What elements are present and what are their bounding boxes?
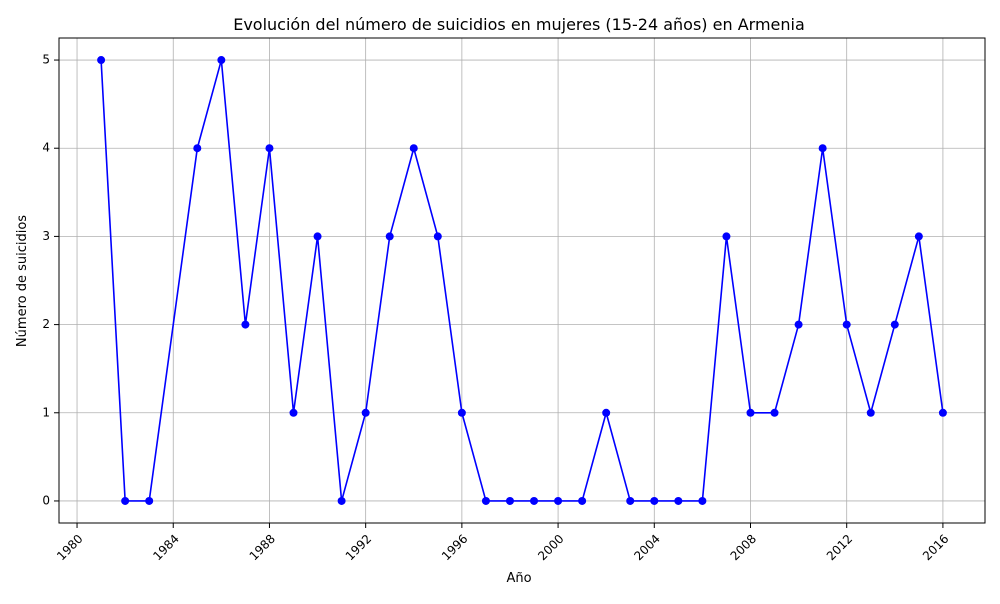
data-point (626, 496, 635, 505)
data-point (890, 320, 899, 329)
grid (59, 38, 985, 523)
x-axis-label: Año (506, 571, 531, 586)
x-tick-label: 2004 (631, 532, 662, 563)
y-tick-label: 3 (42, 229, 50, 243)
chart-title: Evolución del número de suicidios en muj… (233, 15, 805, 34)
data-point (914, 232, 923, 241)
data-point (481, 496, 490, 505)
y-tick-label: 5 (42, 53, 50, 67)
data-point (770, 408, 779, 417)
data-point (121, 496, 130, 505)
data-point (193, 144, 202, 153)
x-tick-label: 1980 (54, 532, 85, 563)
data-point (457, 408, 466, 417)
x-tick-label: 2016 (920, 532, 951, 563)
x-tick-label: 1988 (247, 532, 278, 563)
data-point (602, 408, 611, 417)
data-point (578, 496, 587, 505)
data-point (674, 496, 683, 505)
data-point (217, 56, 226, 65)
data-point (650, 496, 659, 505)
data-point (385, 232, 394, 241)
x-tick-label: 2000 (535, 532, 566, 563)
x-tick-label: 1996 (439, 532, 470, 563)
x-tick-label: 1992 (343, 532, 374, 563)
y-axis-label: Número de suicidios (15, 215, 30, 347)
data-point (530, 496, 539, 505)
data-point (337, 496, 346, 505)
data-point (433, 232, 442, 241)
data-point (313, 232, 322, 241)
data-point (842, 320, 851, 329)
data-point (265, 144, 274, 153)
data-point (97, 56, 106, 65)
y-tick-label: 2 (42, 317, 50, 331)
data-point (746, 408, 755, 417)
y-tick-label: 0 (42, 493, 50, 507)
data-point (722, 232, 731, 241)
series-line (100, 59, 944, 502)
y-tick-label: 4 (42, 141, 50, 155)
data-point (505, 496, 514, 505)
data-point (794, 320, 803, 329)
data-point (818, 144, 827, 153)
x-tick-label: 1984 (150, 532, 181, 563)
data-point (698, 496, 707, 505)
data-point (145, 496, 154, 505)
y-tick-label: 1 (42, 405, 50, 419)
x-axis: 1980 1984 1988 1992 1996 2000 2004 2008 2012 2016 (54, 523, 952, 563)
data-point (554, 496, 563, 505)
data-point (289, 408, 298, 417)
data-point (361, 408, 370, 417)
series-layer (97, 56, 947, 505)
data-point (241, 320, 250, 329)
y-axis: 0 1 2 3 4 5 (42, 53, 59, 507)
x-tick-label: 2008 (728, 532, 759, 563)
data-point (938, 408, 947, 417)
data-point (409, 144, 418, 153)
x-tick-label: 2012 (824, 532, 855, 563)
plot-frame (58, 37, 986, 524)
data-point (866, 408, 875, 417)
